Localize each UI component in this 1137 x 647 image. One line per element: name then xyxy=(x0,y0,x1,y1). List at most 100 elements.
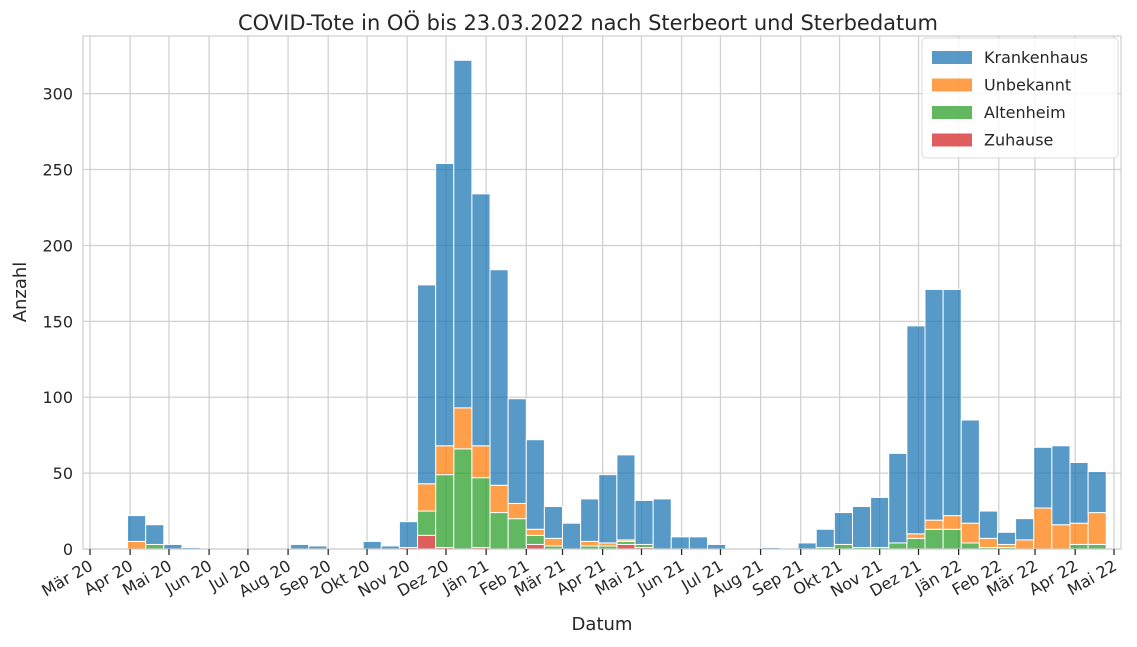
bar xyxy=(707,543,727,550)
bar xyxy=(471,193,491,447)
bars xyxy=(127,59,1107,550)
bar xyxy=(1051,524,1071,550)
y-axis: 0 50 100 150 200 250 300 xyxy=(42,85,73,559)
bar xyxy=(598,474,618,544)
bar xyxy=(924,528,944,550)
bar xyxy=(362,540,382,550)
bar xyxy=(616,543,636,550)
bar xyxy=(942,288,962,517)
legend-label: Zuhause xyxy=(984,131,1053,150)
bar xyxy=(1069,543,1089,550)
bar xyxy=(851,506,872,548)
bar xyxy=(543,506,564,539)
bar xyxy=(1087,512,1107,545)
series-krankenhaus xyxy=(127,59,1107,550)
bar xyxy=(833,543,853,550)
bar xyxy=(652,498,672,550)
y-tick-label: 200 xyxy=(42,236,73,255)
bar xyxy=(290,543,310,550)
legend-label: Unbekannt xyxy=(984,76,1071,95)
bar xyxy=(525,534,545,545)
bar xyxy=(489,484,509,514)
bar xyxy=(906,533,926,539)
bar xyxy=(507,518,527,550)
bar xyxy=(507,502,527,520)
bar xyxy=(1051,445,1071,526)
bar xyxy=(960,522,980,544)
bar xyxy=(906,325,926,535)
bar xyxy=(634,499,654,545)
bar xyxy=(833,512,853,545)
bar xyxy=(525,439,545,530)
bar xyxy=(435,162,455,447)
legend-swatch xyxy=(932,51,972,64)
bar xyxy=(417,534,437,550)
bar xyxy=(870,496,890,548)
y-tick-label: 300 xyxy=(42,85,73,104)
bar xyxy=(1069,461,1089,524)
bar xyxy=(562,522,582,550)
legend-label: Krankenhaus xyxy=(984,48,1088,67)
bar xyxy=(507,398,527,504)
legend-swatch xyxy=(932,106,972,119)
y-tick-label: 50 xyxy=(53,464,73,483)
bar xyxy=(942,528,962,550)
bar xyxy=(453,448,473,550)
bar xyxy=(580,498,600,542)
bar xyxy=(906,537,926,550)
bar xyxy=(797,542,817,550)
legend-swatch xyxy=(932,133,972,147)
y-tick-label: 100 xyxy=(42,388,73,407)
bar xyxy=(127,515,147,542)
bar xyxy=(525,528,545,536)
bar xyxy=(453,407,473,450)
bar xyxy=(471,445,491,479)
bar xyxy=(978,537,998,548)
legend: Krankenhaus Unbekannt Altenheim Zuhause xyxy=(921,37,1119,159)
bar xyxy=(1033,507,1053,550)
x-axis-label: Datum xyxy=(572,614,633,635)
bar xyxy=(888,452,908,544)
bar xyxy=(688,536,709,550)
legend-label: Altenheim xyxy=(984,103,1066,122)
bar xyxy=(960,419,980,524)
y-axis-label: Anzahl xyxy=(10,262,31,323)
y-tick-label: 250 xyxy=(42,161,73,180)
bar xyxy=(1033,446,1053,509)
plot-frame xyxy=(82,35,1122,550)
bar xyxy=(435,445,455,476)
bar xyxy=(815,528,835,548)
legend-swatch xyxy=(932,78,972,92)
bar xyxy=(471,477,491,548)
bar xyxy=(1087,471,1107,514)
bar xyxy=(145,543,165,550)
bar xyxy=(417,483,437,512)
bar xyxy=(489,269,509,486)
bar xyxy=(996,531,1017,545)
bar xyxy=(163,543,183,550)
bar xyxy=(417,510,437,536)
bar xyxy=(1069,522,1089,545)
bar xyxy=(543,537,564,547)
bar xyxy=(417,284,437,485)
chart-title: COVID-Tote in OÖ bis 23.03.2022 nach Ste… xyxy=(238,10,938,35)
bar xyxy=(616,454,636,541)
bar xyxy=(435,474,455,548)
bar xyxy=(924,519,944,530)
bar xyxy=(888,542,908,550)
bar xyxy=(924,288,944,521)
bar xyxy=(960,542,980,550)
bar xyxy=(145,524,165,545)
bar xyxy=(580,540,600,547)
bar xyxy=(978,510,998,539)
bar xyxy=(489,512,509,550)
bar xyxy=(453,59,473,409)
bar xyxy=(1015,539,1035,550)
bar xyxy=(1015,518,1035,541)
y-tick-label: 0 xyxy=(63,540,73,559)
bar xyxy=(127,540,147,550)
bar xyxy=(525,543,545,550)
legend-box xyxy=(921,37,1119,159)
